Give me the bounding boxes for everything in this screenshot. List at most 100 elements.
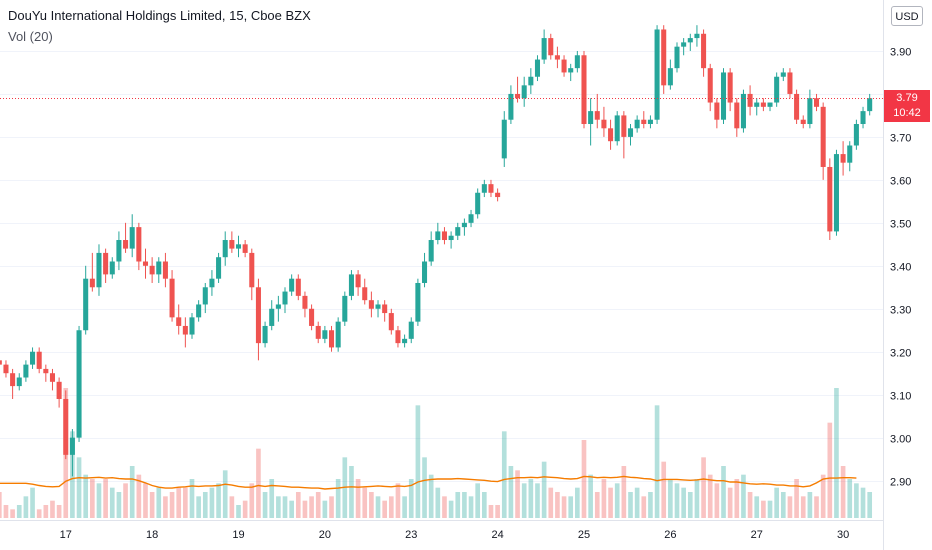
candle-body [196,304,202,318]
volume-bar [800,496,806,518]
volume-bar [714,483,720,518]
candle-body [448,235,454,241]
candle-body [627,128,634,137]
volume-bar [156,487,162,518]
candle-body [840,154,846,163]
candle-body [601,119,607,129]
candle-body [701,33,707,69]
candle-body [275,304,281,309]
x-tick-label: 19 [232,529,244,541]
candle-body [800,119,806,125]
candle-body [96,252,102,288]
candle-body [56,381,62,399]
candle-body [441,231,447,241]
volume-bar [0,492,2,518]
candle-body [847,145,853,163]
candle-body [176,317,182,326]
volume-bar [661,461,667,518]
volume-bar [16,505,22,518]
candle-body [501,119,507,159]
volume-bar [202,492,208,518]
volume-bar [402,496,407,518]
candle-body [720,72,727,120]
candle-body [455,227,461,236]
candle-body [707,68,713,103]
volume-bar [614,483,620,518]
candle-body [0,360,2,365]
candle-body [608,128,614,142]
y-tick-label: 2.90 [890,477,911,489]
volume-bar [681,487,686,518]
candle-body [634,119,640,129]
candle-body [202,287,208,305]
candle-body [142,261,149,266]
candle-body [588,111,594,125]
candle-body [335,321,341,348]
volume-bar [867,492,873,518]
candle-body [833,154,839,232]
candle-body [189,317,195,335]
candle-body [827,166,833,232]
volume-bar [242,500,248,518]
candle-body [787,72,793,94]
candle-body [30,351,36,365]
candle-body [368,300,374,309]
volume-bar [754,496,760,518]
candle-body [780,72,786,77]
volume-bar [282,496,288,518]
candle-body [282,291,288,305]
candle-body [541,38,547,60]
candle-body [129,227,135,249]
volume-bar [43,505,49,518]
volume-bar [827,422,833,518]
candle-body [767,102,773,107]
candle-body [382,304,388,314]
candle-body [395,330,401,344]
candle-body [581,55,587,125]
candle-body [123,240,129,249]
candle-body [222,240,228,258]
volume-bar [628,492,633,518]
candle-body [328,330,335,348]
volume-bar [183,487,188,518]
candle-body [475,192,481,215]
volume-bar [442,496,447,518]
chart-title: DouYu International Holdings Limited, 15… [8,8,311,23]
candle-body [169,278,175,318]
y-tick-label: 3.30 [890,305,911,317]
currency-badge[interactable]: USD [891,6,923,26]
volume-bar [568,496,574,518]
volume-bar [30,487,35,518]
candle-body [461,222,467,228]
candle-body [322,330,328,339]
volume-bar [694,479,700,518]
candle-body [182,325,188,335]
candle-body [235,244,242,249]
candle-body [428,240,434,262]
volume-bar [621,466,627,518]
volume-bar [488,505,494,518]
candle-body [295,278,301,296]
volume-bar [834,388,839,518]
volume-bar [23,496,29,518]
candle-body [269,308,275,326]
volume-bar [721,466,726,518]
x-tick-label: 26 [664,529,676,541]
candle-body [568,68,574,73]
current-price-label: 3.79 [896,92,918,104]
volume-bar [687,492,693,518]
candle-body [760,102,766,107]
volume-bar [548,487,554,518]
volume-bar [163,496,168,518]
volume-legend[interactable]: Vol (20) [8,29,53,44]
volume-bar [608,487,613,518]
volume-bar [169,492,175,518]
volume-bar [349,466,354,518]
volume-bar [76,457,82,518]
x-tick-label: 18 [146,529,158,541]
volume-bar [840,466,846,518]
candle-body [621,115,627,137]
candle-body [242,244,248,253]
candle-body [667,68,673,86]
